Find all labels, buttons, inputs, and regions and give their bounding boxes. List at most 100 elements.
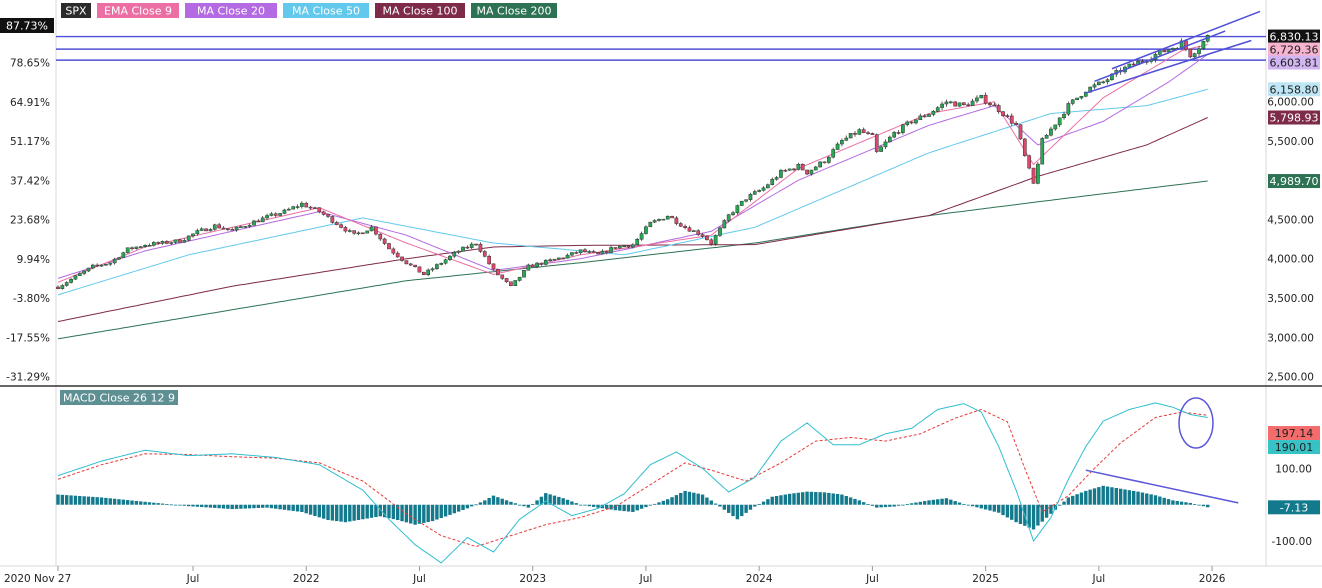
macd-histogram-bar	[570, 501, 574, 505]
candle-body	[835, 143, 840, 150]
candle	[552, 258, 557, 261]
candle-body	[848, 133, 853, 139]
candle-body	[121, 252, 126, 258]
candle	[339, 223, 343, 229]
macd-histogram-bar	[687, 491, 692, 505]
candle	[901, 123, 905, 135]
legend-item-ma-close-200[interactable]: MA Close 200	[471, 3, 557, 18]
macd-histogram-bar	[783, 494, 787, 505]
candle	[143, 244, 147, 248]
candle-body	[435, 264, 439, 270]
candle	[191, 233, 195, 238]
candle-body	[578, 249, 583, 254]
macd-histogram-bar	[304, 504, 308, 514]
candle-body	[596, 252, 600, 255]
macd-histogram-bar	[500, 498, 504, 505]
macd-histogram-bar	[474, 504, 478, 506]
candle	[169, 241, 174, 246]
macd-histogram-bar	[348, 504, 352, 522]
candle-body	[535, 262, 539, 268]
candle-body	[992, 104, 997, 107]
macd-histogram-bar	[853, 498, 857, 505]
macd-histogram-bar	[1005, 504, 1010, 518]
candle-body	[369, 226, 374, 232]
legend-item-ema-close-9[interactable]: EMA Close 9	[97, 3, 179, 18]
candle-body	[456, 250, 461, 253]
candle	[491, 263, 496, 271]
candle-body	[500, 274, 505, 279]
candle	[918, 113, 923, 121]
legend-item-ma-close-100[interactable]: MA Close 100	[375, 3, 465, 18]
candle	[661, 218, 666, 221]
candle	[487, 254, 492, 265]
candle	[683, 224, 687, 230]
candle	[500, 274, 505, 281]
macd-histogram-bar	[1066, 497, 1071, 505]
symbol-legend[interactable]: SPX	[61, 3, 91, 18]
candle	[966, 102, 971, 107]
macd-histogram-bar	[487, 498, 491, 505]
candle-body	[1171, 48, 1175, 51]
candle	[818, 161, 822, 168]
candle	[757, 189, 762, 193]
candle-body	[90, 264, 95, 269]
candle	[321, 210, 326, 216]
candle-body	[56, 286, 60, 289]
candle	[848, 133, 853, 139]
macd-histogram-bar	[400, 504, 404, 522]
macd-value-label: 197.14	[1268, 426, 1320, 441]
candle-body	[64, 282, 69, 286]
candle-body	[1009, 115, 1014, 124]
macd-histogram-bar	[696, 493, 700, 505]
candle	[1092, 82, 1097, 90]
candle-body	[496, 268, 500, 276]
legend-item-ma-close-20[interactable]: MA Close 20	[185, 3, 277, 18]
candle-body	[1062, 113, 1066, 119]
candle	[1044, 133, 1049, 139]
candle	[121, 251, 126, 259]
candle	[504, 277, 509, 283]
candle-body	[1192, 53, 1197, 58]
price-value-box	[1268, 82, 1320, 97]
macd-histogram-bar	[844, 496, 848, 505]
macd-histogram-bar	[509, 501, 513, 505]
candle	[1014, 121, 1018, 126]
candle	[713, 234, 718, 246]
candle	[230, 227, 235, 231]
candle-body	[770, 179, 775, 185]
macd-histogram-bar	[295, 504, 300, 512]
legend-chip	[471, 3, 557, 18]
candle-body	[914, 119, 918, 124]
legend-item-ma-close-50[interactable]: MA Close 50	[283, 3, 369, 18]
macd-histogram-bar	[1153, 495, 1158, 505]
macd-histogram-bar	[1149, 494, 1153, 505]
macd-histogram-bar	[892, 504, 896, 507]
macd-histogram-bar	[147, 502, 152, 505]
candle-body	[718, 227, 722, 236]
macd-legend[interactable]: MACD Close 26 12 9	[60, 390, 178, 405]
macd-histogram-bar	[417, 504, 422, 524]
macd-histogram-bar	[796, 492, 801, 505]
candle-body	[308, 206, 313, 209]
macd-histogram-bar	[931, 499, 936, 505]
macd-histogram-bar	[1118, 488, 1123, 505]
candle-body	[587, 251, 592, 253]
macd-histogram-bar	[622, 504, 626, 512]
candle	[909, 121, 914, 125]
macd-histogram-bar	[936, 499, 940, 505]
macd-histogram-bar	[186, 504, 191, 507]
macd-histogram-bar	[195, 504, 200, 507]
macd-histogram-bar	[1027, 504, 1031, 528]
macd-histogram-bar	[339, 504, 343, 522]
macd-histogram-bar	[317, 504, 322, 518]
candle	[1097, 81, 1101, 86]
macd-histogram-bar	[282, 504, 287, 510]
percent-tick-label: -3.80%	[13, 293, 50, 305]
candle-body	[957, 102, 962, 107]
macd-histogram-bar	[274, 504, 278, 509]
macd-histogram-bar	[1105, 486, 1110, 505]
macd-histogram-bar	[944, 498, 949, 505]
candle	[1001, 110, 1005, 117]
candle-body	[461, 246, 465, 252]
macd-histogram-bar	[870, 504, 875, 506]
